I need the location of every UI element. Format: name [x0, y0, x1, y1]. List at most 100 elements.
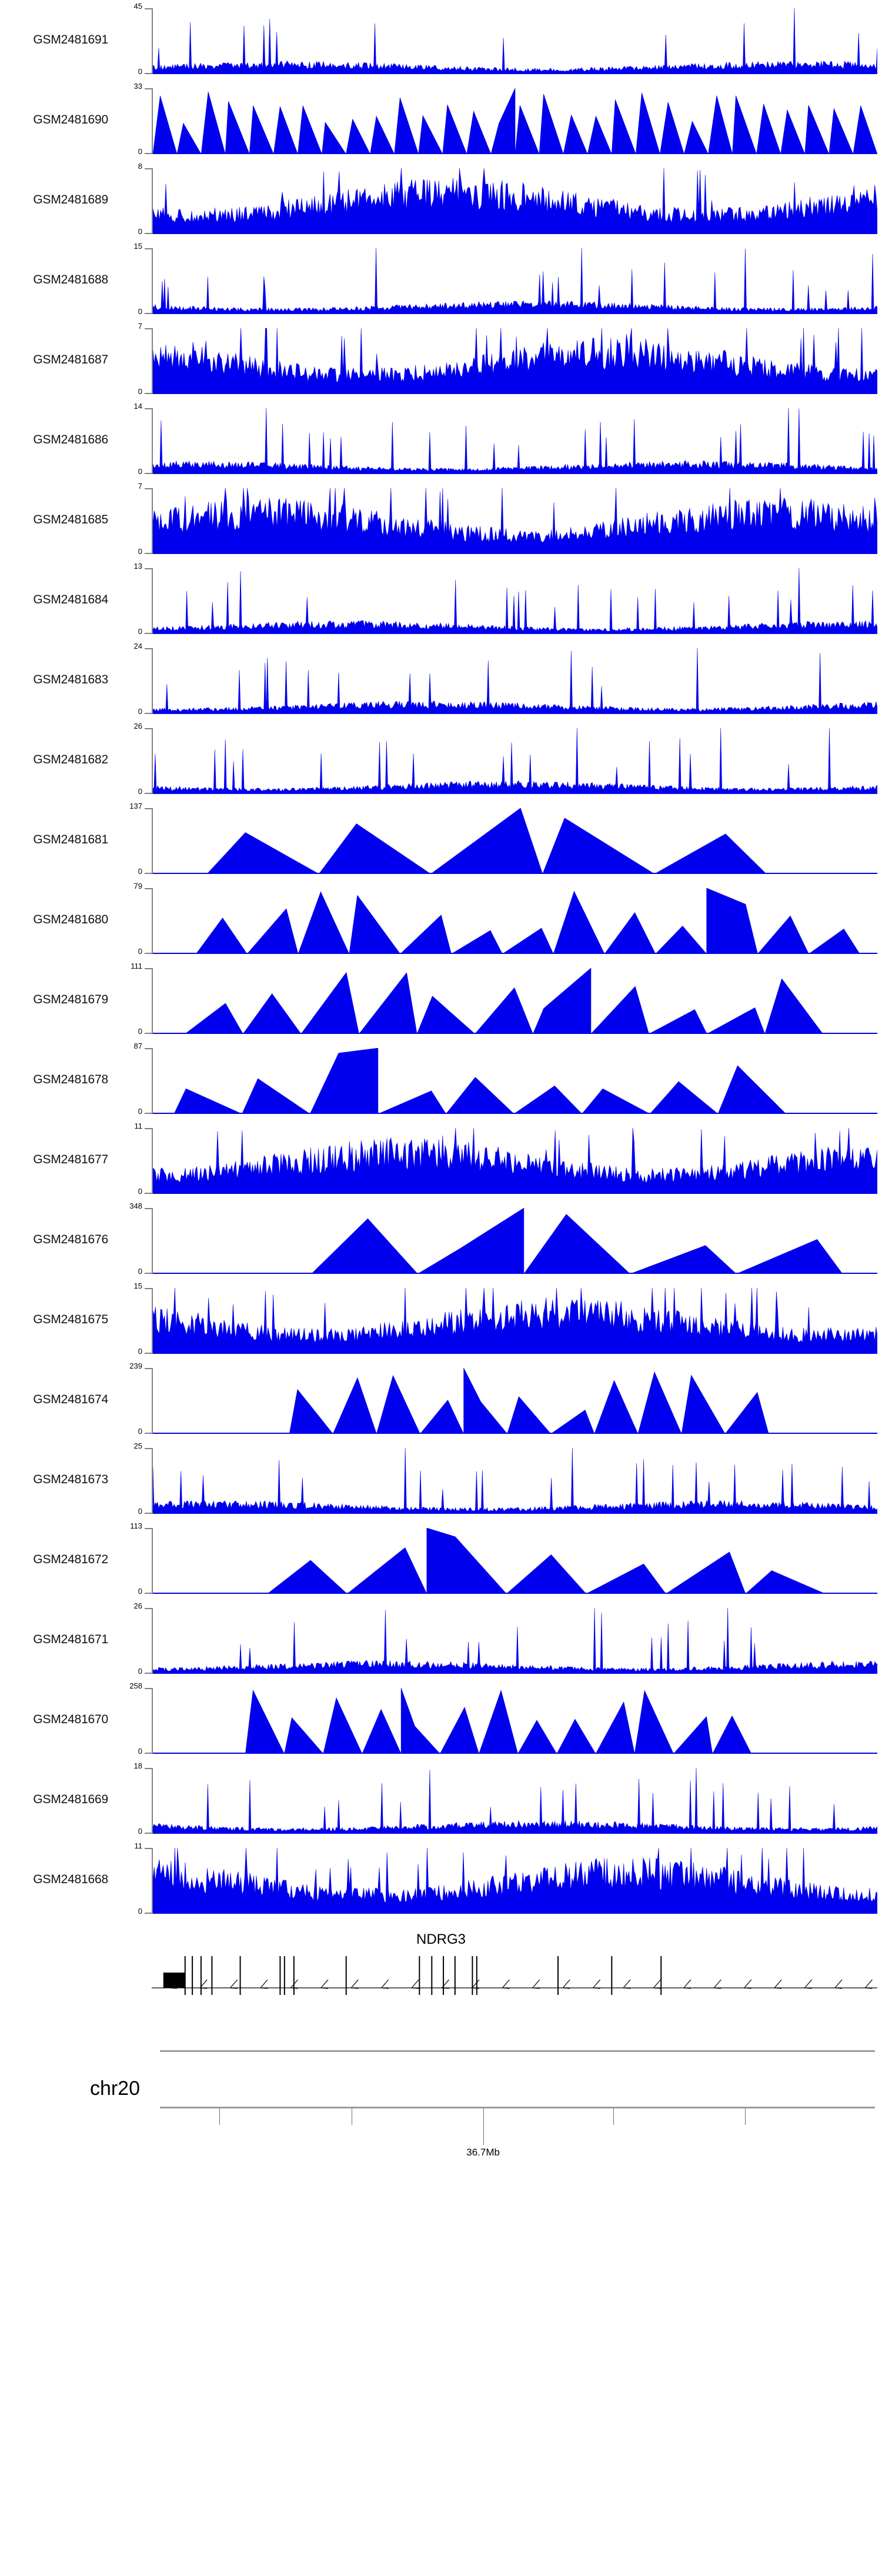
- axis-min-label: 0: [138, 1907, 142, 1916]
- track-coverage-plot[interactable]: [153, 568, 877, 634]
- track-row[interactable]: GSM2481668 11 0: [0, 1840, 882, 1920]
- track-row[interactable]: GSM2481687 7 0: [0, 320, 882, 400]
- track-row[interactable]: GSM2481672 113 0: [0, 1520, 882, 1600]
- track-y-axis: [152, 1608, 153, 1674]
- axis-min-label: 0: [138, 1027, 142, 1036]
- axis-min-label: 0: [138, 1667, 142, 1676]
- chromosome-minor-tick: [219, 2108, 220, 2125]
- track-label: GSM2481678: [33, 1073, 108, 1086]
- track-coverage-plot[interactable]: [153, 1368, 877, 1434]
- track-coverage-plot[interactable]: [153, 1288, 877, 1354]
- track-coverage-plot[interactable]: [153, 1448, 877, 1514]
- axis-top-tick: [145, 648, 152, 649]
- axis-bottom-tick: [145, 1593, 152, 1594]
- axis-min-label: 0: [138, 147, 142, 156]
- track-coverage-plot[interactable]: [153, 1608, 877, 1674]
- chromosome-axis: chr20 36.7Mb: [0, 2026, 882, 2167]
- tracks-container: GSM2481691 45 0 GSM2481690 33 0 GSM2481689 8 0 GS…: [0, 0, 882, 1920]
- track-y-axis: [152, 1288, 153, 1354]
- track-label: GSM2481677: [33, 1153, 108, 1166]
- axis-max-label: 8: [138, 162, 142, 171]
- track-row[interactable]: GSM2481679 111 0: [0, 960, 882, 1040]
- axis-max-label: 113: [130, 1521, 142, 1530]
- track-coverage-plot[interactable]: [153, 8, 877, 74]
- axis-min-label: 0: [138, 307, 142, 316]
- track-coverage-plot[interactable]: [153, 248, 877, 314]
- track-coverage-plot[interactable]: [153, 168, 877, 234]
- axis-max-label: 18: [133, 1761, 142, 1770]
- track-baseline: [153, 473, 877, 474]
- track-row[interactable]: GSM2481675 15 0: [0, 1280, 882, 1360]
- track-row[interactable]: GSM2481684 13 0: [0, 560, 882, 640]
- axis-bottom-tick: [145, 1753, 152, 1754]
- track-row[interactable]: GSM2481683 24 0: [0, 640, 882, 720]
- axis-bottom-tick: [145, 233, 152, 234]
- track-row[interactable]: GSM2481689 8 0: [0, 160, 882, 240]
- track-baseline: [153, 73, 877, 74]
- track-coverage-plot[interactable]: [153, 648, 877, 714]
- track-row[interactable]: GSM2481682 26 0: [0, 720, 882, 800]
- axis-top-tick: [145, 888, 152, 889]
- track-row[interactable]: GSM2481686 14 0: [0, 400, 882, 480]
- track-label: GSM2481672: [33, 1553, 108, 1566]
- track-label: GSM2481684: [33, 593, 108, 606]
- track-row[interactable]: GSM2481691 45 0: [0, 0, 882, 80]
- axis-min-label: 0: [138, 67, 142, 76]
- track-coverage-plot[interactable]: [153, 328, 877, 394]
- track-coverage-plot[interactable]: [153, 1128, 877, 1194]
- track-y-axis: [152, 1128, 153, 1194]
- track-baseline: [153, 1593, 877, 1594]
- axis-top-tick: [145, 1288, 152, 1289]
- track-label: GSM2481669: [33, 1793, 108, 1806]
- track-label: GSM2481674: [33, 1393, 108, 1406]
- track-baseline: [153, 313, 877, 314]
- track-coverage-plot[interactable]: [153, 1848, 877, 1914]
- track-coverage-plot[interactable]: [153, 1528, 877, 1594]
- track-coverage-plot[interactable]: [153, 88, 877, 154]
- track-row[interactable]: GSM2481681 137 0: [0, 800, 882, 880]
- axis-min-label: 0: [138, 1267, 142, 1276]
- track-row[interactable]: GSM2481674 239 0: [0, 1360, 882, 1440]
- track-coverage-plot[interactable]: [153, 1768, 877, 1834]
- axis-top-tick: [145, 968, 152, 969]
- track-row[interactable]: GSM2481690 33 0: [0, 80, 882, 160]
- track-row[interactable]: GSM2481677 11 0: [0, 1120, 882, 1200]
- axis-bottom-tick: [145, 553, 152, 554]
- track-y-axis: [152, 8, 153, 74]
- gene-model[interactable]: [152, 1954, 877, 1996]
- track-row[interactable]: GSM2481671 26 0: [0, 1600, 882, 1680]
- track-row[interactable]: GSM2481678 87 0: [0, 1040, 882, 1120]
- axis-max-label: 15: [133, 1282, 142, 1290]
- track-row[interactable]: GSM2481688 15 0: [0, 240, 882, 320]
- track-coverage-plot[interactable]: [153, 888, 877, 954]
- track-baseline: [153, 233, 877, 234]
- axis-max-label: 87: [133, 1042, 142, 1050]
- track-coverage-plot[interactable]: [153, 1208, 877, 1274]
- axis-max-label: 11: [134, 1841, 143, 1850]
- axis-bottom-tick: [145, 633, 152, 634]
- axis-min-label: 0: [138, 867, 142, 876]
- track-baseline: [153, 1913, 877, 1914]
- axis-max-label: 45: [133, 2, 142, 11]
- track-row[interactable]: GSM2481669 18 0: [0, 1760, 882, 1840]
- track-row[interactable]: GSM2481673 25 0: [0, 1440, 882, 1520]
- track-coverage-plot[interactable]: [153, 408, 877, 474]
- track-coverage-plot[interactable]: [153, 968, 877, 1034]
- axis-max-label: 79: [133, 882, 142, 890]
- track-label: GSM2481680: [33, 913, 108, 926]
- axis-top-tick: [145, 8, 152, 9]
- axis-max-label: 25: [133, 1442, 142, 1450]
- gene-annotation-track[interactable]: NDRG3: [0, 1920, 882, 2026]
- track-coverage-plot[interactable]: [153, 1688, 877, 1754]
- track-row[interactable]: GSM2481676 348 0: [0, 1200, 882, 1280]
- track-coverage-plot[interactable]: [153, 488, 877, 554]
- track-row[interactable]: GSM2481685 7 0: [0, 480, 882, 560]
- track-coverage-plot[interactable]: [153, 728, 877, 794]
- track-coverage-plot[interactable]: [153, 1048, 877, 1114]
- track-row[interactable]: GSM2481680 79 0: [0, 880, 882, 960]
- track-y-axis: [152, 1848, 153, 1914]
- axis-bottom-tick: [145, 873, 152, 874]
- track-coverage-plot[interactable]: [153, 808, 877, 874]
- track-row[interactable]: GSM2481670 258 0: [0, 1680, 882, 1760]
